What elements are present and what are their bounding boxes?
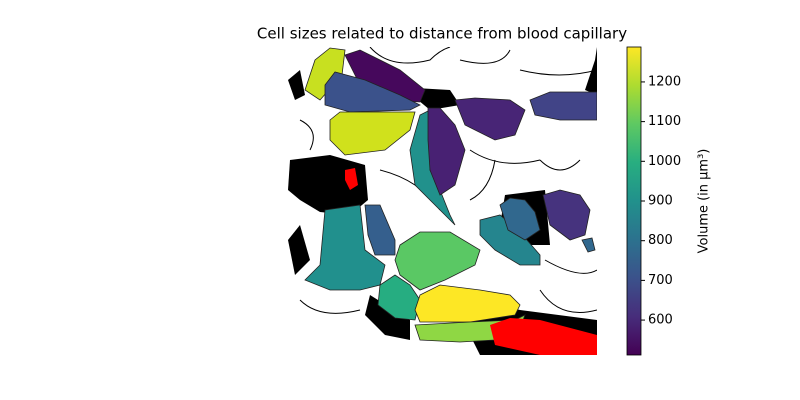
cell-image [288, 47, 597, 355]
colorbar-tick-label: 1200 [648, 74, 681, 89]
colorbar-tick-label: 900 [648, 194, 673, 209]
colorbar-tick-label: 600 [648, 313, 673, 328]
chart-title: Cell sizes related to distance from bloo… [257, 25, 627, 43]
colorbar-tick-label: 1000 [648, 154, 681, 169]
colorbar [626, 46, 642, 356]
colorbar-tick-label: 800 [648, 233, 673, 248]
colorbar-tick-label: 1100 [648, 114, 681, 129]
cell-outlines [299, 47, 597, 314]
colorbar-label: Volume (in μm³) [697, 149, 712, 254]
colorbar-tick-label: 700 [648, 273, 673, 288]
